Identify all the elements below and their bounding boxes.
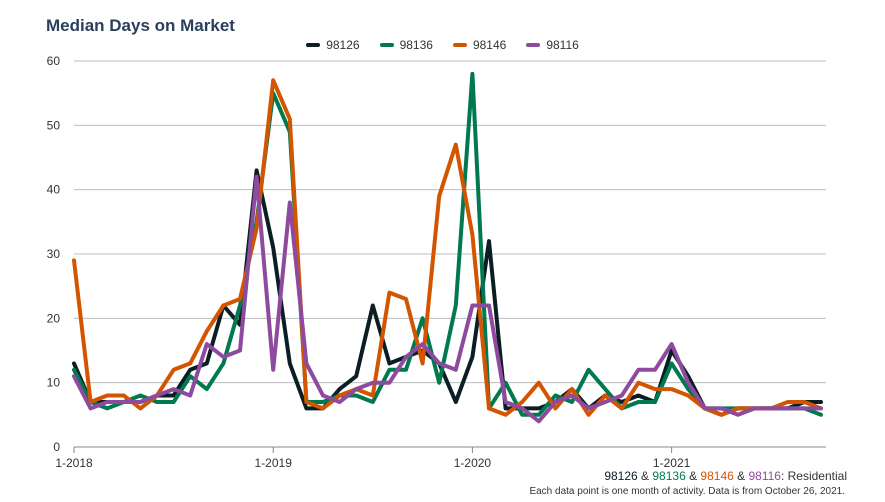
y-tick-label: 40 (47, 183, 61, 197)
chart-title: Median Days on Market (46, 16, 235, 35)
y-tick-label: 20 (47, 311, 61, 325)
y-tick-label: 30 (47, 247, 61, 261)
caption-zip-98116: 98116 (748, 469, 781, 483)
y-tick-labels: 0 10 20 30 40 50 60 (47, 54, 61, 454)
caption-separator: & (637, 469, 653, 483)
x-tick-label: 1-2018 (55, 456, 93, 470)
legend-swatch (526, 43, 541, 47)
legend-swatch (452, 43, 467, 47)
y-tick-label: 50 (47, 118, 61, 132)
series-lines (72, 71, 823, 424)
legend-item-98116[interactable]: 98116 (526, 38, 579, 52)
caption-zip-98146: 98146 (700, 469, 734, 483)
legend-label: 98126 (326, 38, 360, 52)
series-line-98146 (72, 78, 823, 417)
legend-swatch (306, 43, 321, 47)
series-line-98116 (72, 174, 823, 424)
caption-zip-98126: 98126 (604, 469, 638, 483)
y-tick-label: 0 (53, 440, 60, 454)
legend: 98126 98136 98146 98116 (0, 38, 885, 52)
legend-label: 98116 (546, 38, 579, 52)
x-tick-label: 1-2021 (653, 456, 691, 470)
gridlines (74, 60, 826, 448)
caption-note: Each data point is one month of activity… (529, 486, 845, 497)
caption-separator: & (685, 469, 701, 483)
legend-item-98146[interactable]: 98146 (452, 38, 507, 52)
legend-swatch (379, 43, 394, 47)
caption-suffix: : Residential (780, 469, 847, 483)
series-line-98126 (72, 168, 823, 417)
y-tick-label: 60 (47, 54, 61, 68)
caption-separator: & (733, 469, 749, 483)
y-tick-label: 10 (47, 376, 61, 390)
x-tick-label: 1-2019 (255, 456, 293, 470)
legend-label: 98136 (399, 38, 433, 52)
caption-zip-codes: 98126 & 98136 & 98146 & 98116: Residenti… (604, 469, 847, 483)
legend-item-98126[interactable]: 98126 (306, 38, 360, 52)
x-tick-label: 1-2020 (454, 456, 492, 470)
x-axis: 1-2018 1-2019 1-2020 1-2021 (55, 447, 691, 470)
legend-item-98136[interactable]: 98136 (379, 38, 433, 52)
legend-label: 98146 (472, 38, 507, 52)
caption-zip-98136: 98136 (652, 469, 686, 483)
